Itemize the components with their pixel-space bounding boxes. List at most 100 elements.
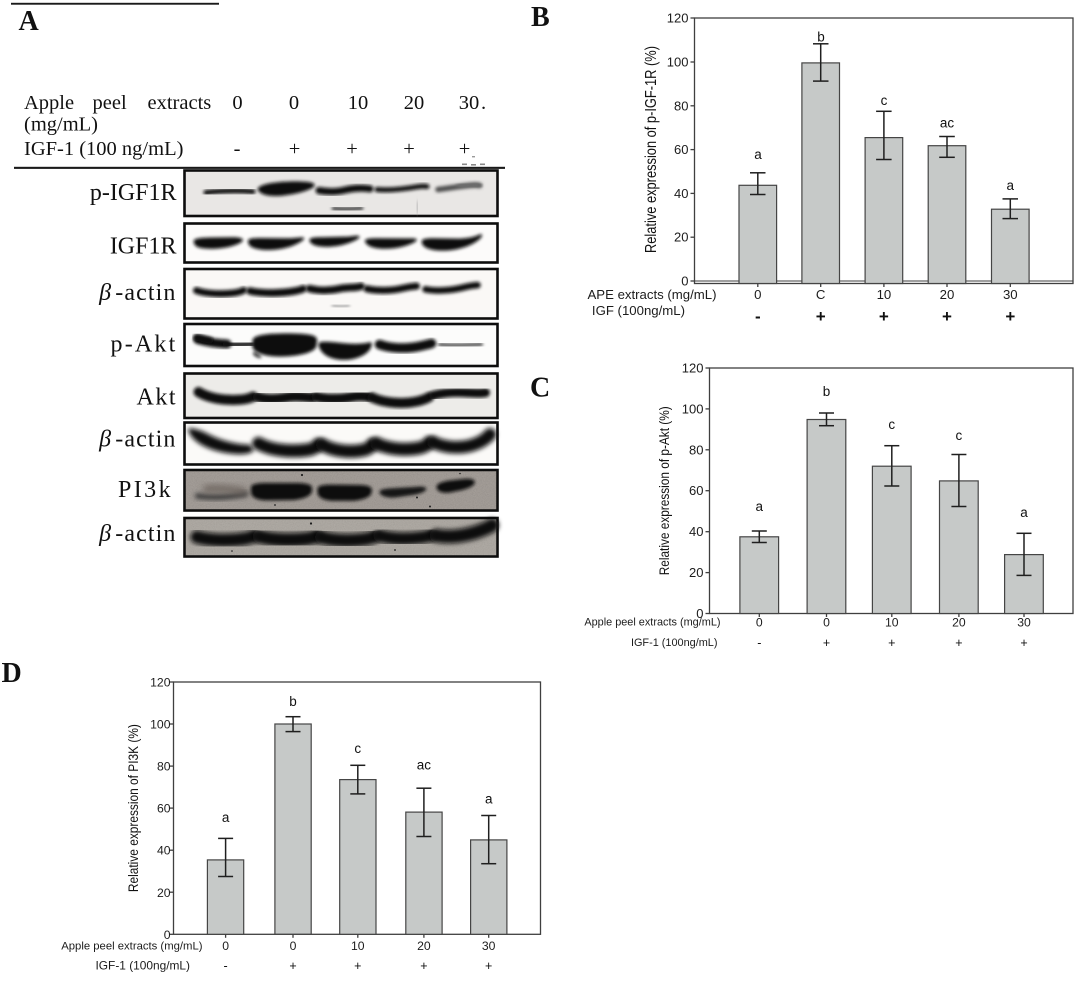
svg-text:.: . — [481, 92, 486, 114]
svg-text:0: 0 — [222, 939, 229, 953]
svg-text:PI3k: PI3k — [118, 477, 173, 503]
svg-text:0: 0 — [289, 92, 299, 114]
svg-text:a: a — [1020, 505, 1028, 520]
svg-text:a: a — [1007, 178, 1015, 193]
svg-text:ac: ac — [940, 116, 955, 131]
svg-text:a: a — [485, 792, 493, 807]
svg-text:Akt: Akt — [137, 384, 178, 410]
svg-text:+: + — [485, 959, 492, 973]
svg-text:-: - — [755, 307, 761, 326]
svg-text:β -actin: β -actin — [98, 280, 176, 306]
svg-text:20: 20 — [417, 939, 431, 953]
svg-text:-: - — [234, 138, 241, 160]
svg-text:0: 0 — [756, 616, 763, 630]
svg-text:0: 0 — [232, 92, 242, 114]
svg-text:+: + — [942, 307, 952, 326]
svg-text:+: + — [420, 959, 427, 973]
svg-text:p-IGF1R: p-IGF1R — [90, 180, 177, 206]
svg-text:+: + — [346, 138, 358, 160]
svg-text:-: - — [224, 959, 228, 973]
svg-text:c: c — [888, 417, 895, 432]
svg-text:b: b — [823, 384, 831, 399]
svg-text:20: 20 — [689, 565, 703, 580]
svg-text:20: 20 — [940, 287, 955, 302]
svg-text:0: 0 — [696, 606, 703, 621]
svg-text:+: + — [403, 138, 415, 160]
svg-text:c: c — [881, 93, 888, 108]
svg-text:100: 100 — [682, 401, 704, 416]
svg-text:20: 20 — [952, 616, 966, 630]
svg-text:100: 100 — [667, 55, 689, 70]
svg-text:c: c — [956, 428, 963, 443]
svg-text:10: 10 — [348, 92, 369, 114]
svg-text:C: C — [816, 287, 826, 302]
svg-text:+: + — [879, 307, 889, 326]
svg-text:IGF-1 (100ng/mL): IGF-1 (100ng/mL) — [96, 959, 191, 973]
svg-text:20: 20 — [157, 886, 171, 900]
svg-text:+: + — [823, 636, 830, 650]
svg-text:b: b — [289, 694, 297, 709]
svg-text:100: 100 — [150, 718, 171, 732]
svg-text:20: 20 — [404, 92, 425, 114]
svg-text:40: 40 — [157, 844, 171, 858]
svg-text:60: 60 — [689, 483, 703, 498]
svg-text:APE extracts (mg/mL): APE extracts (mg/mL) — [588, 287, 717, 302]
svg-text:+: + — [459, 138, 471, 160]
svg-text:30: 30 — [1003, 287, 1018, 302]
svg-text:0: 0 — [681, 274, 688, 289]
svg-text:20: 20 — [674, 230, 688, 245]
svg-text:30: 30 — [1017, 616, 1031, 630]
svg-text:Relative expression of PI3K (%: Relative expression of PI3K (%) — [126, 724, 141, 892]
svg-text:A: A — [19, 6, 40, 37]
svg-text:+: + — [1005, 307, 1015, 326]
svg-text:a: a — [222, 810, 230, 825]
svg-text:120: 120 — [667, 11, 689, 26]
svg-text:+: + — [354, 959, 361, 973]
svg-text:0: 0 — [164, 928, 171, 942]
svg-text:Relative expression of p-IGF-1: Relative expression of p-IGF-1R (%) — [643, 46, 660, 253]
svg-text:+: + — [955, 636, 962, 650]
svg-text:Apple: Apple — [24, 92, 74, 114]
svg-text:β -actin: β -actin — [98, 521, 176, 547]
svg-text:80: 80 — [674, 98, 688, 113]
svg-text:a: a — [754, 147, 762, 162]
svg-text:80: 80 — [157, 760, 171, 774]
svg-text:10: 10 — [885, 616, 899, 630]
svg-text:a: a — [756, 499, 764, 514]
svg-text:Apple peel extracts (mg/mL): Apple peel extracts (mg/mL) — [61, 941, 203, 953]
svg-text:ac: ac — [417, 758, 432, 773]
svg-text:30: 30 — [482, 939, 496, 953]
svg-text:Relative expression of p-Akt (: Relative expression of p-Akt (%) — [657, 406, 672, 575]
svg-text:+: + — [1020, 636, 1027, 650]
svg-text:10: 10 — [351, 939, 365, 953]
svg-text:0: 0 — [754, 287, 761, 302]
svg-text:peel: peel — [93, 92, 127, 114]
svg-text:β -actin: β -actin — [98, 427, 176, 453]
svg-text:+: + — [888, 636, 895, 650]
svg-text:Apple peel extracts (mg/mL): Apple peel extracts (mg/mL) — [584, 617, 720, 629]
svg-text:IGF-1 (100 ng/mL): IGF-1 (100 ng/mL) — [24, 138, 183, 160]
svg-text:0: 0 — [823, 616, 830, 630]
svg-text:IGF-1 (100ng/mL): IGF-1 (100ng/mL) — [631, 637, 718, 649]
svg-text:C: C — [530, 373, 550, 404]
svg-text:b: b — [817, 30, 825, 45]
svg-text:+: + — [816, 307, 826, 326]
svg-text:-: - — [757, 636, 761, 650]
svg-text:60: 60 — [157, 802, 171, 816]
svg-text:40: 40 — [689, 524, 703, 539]
svg-text:30: 30 — [459, 92, 480, 114]
svg-text:c: c — [354, 741, 361, 756]
svg-text:IGF1R: IGF1R — [110, 234, 177, 260]
svg-text:B: B — [531, 2, 550, 33]
svg-text:0: 0 — [290, 939, 297, 953]
svg-text:120: 120 — [682, 361, 704, 376]
svg-text:10: 10 — [877, 287, 892, 302]
svg-text:40: 40 — [674, 186, 688, 201]
svg-text:extracts: extracts — [148, 92, 212, 114]
svg-text:+: + — [289, 138, 301, 160]
svg-text:80: 80 — [689, 442, 703, 457]
svg-text:D: D — [2, 658, 22, 689]
svg-text:p-Akt: p-Akt — [111, 332, 178, 358]
svg-text:(mg/mL): (mg/mL) — [24, 114, 98, 136]
svg-text:+: + — [289, 959, 296, 973]
